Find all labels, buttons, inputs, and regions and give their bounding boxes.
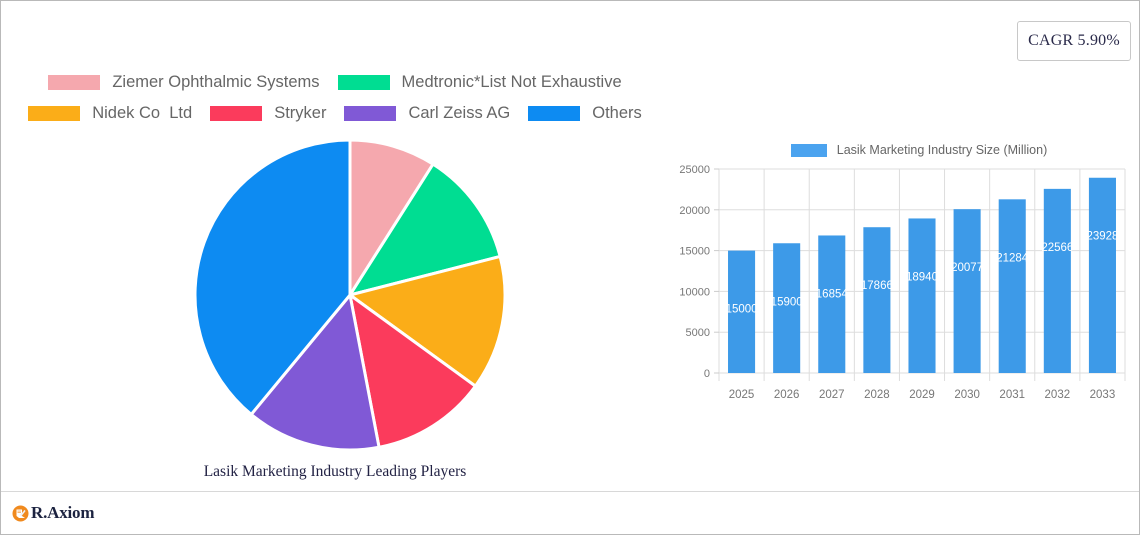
bar-y-axis: 0 5000 10000 15000 20000 25000 [679,164,719,380]
legend-item-medtronic[interactable]: Medtronic*List Not Exhaustive [337,73,622,92]
bar[interactable] [953,209,981,373]
pie-chart-title: Lasik Marketing Industry Leading Players [203,463,467,480]
y-tick-label: 0 [704,368,710,380]
bar[interactable] [728,250,756,373]
pie-slice[interactable] [193,138,352,417]
bar[interactable] [998,199,1026,373]
bar[interactable] [1043,188,1071,373]
bar-chart[interactable]: 0 5000 10000 15000 20000 25000 15000 15900 1685… [673,161,1135,411]
legend-item-others[interactable]: Others [528,104,642,123]
legend-item-ziemer[interactable]: Ziemer Ophthalmic Systems [48,73,320,92]
x-tick-label: 2029 [909,389,935,401]
bar-data-label: 21284 [996,252,1029,264]
bar-chart-panel: Lasik Marketing Industry Size (Million) … [673,139,1135,411]
x-tick-label: 2026 [774,389,800,401]
legend-label-ziemer: Ziemer Ophthalmic Systems [112,73,320,91]
pie-legend-row-2: Nidek Co Ltd Stryker Carl Zeiss AG Other… [1,98,669,129]
bar-data-label: 23928 [1086,231,1118,243]
y-tick-label: 5000 [686,327,710,339]
brand-logo[interactable]: R.Axiom [12,503,94,523]
bar-data-label: 20077 [951,262,983,274]
y-tick-label: 20000 [679,205,710,217]
pie-slice[interactable] [249,291,381,452]
bar[interactable] [863,227,891,373]
pie-slice[interactable] [346,254,507,389]
brand-logo-text: R.Axiom [31,503,95,522]
pie-plot-area [1,129,669,459]
footer-bar: R.Axiom [1,491,1139,534]
legend-item-stryker[interactable]: Stryker [210,104,326,123]
x-tick-label: 2025 [729,389,755,401]
bar[interactable] [1088,177,1116,373]
legend-swatch-carl-zeiss [344,106,397,121]
legend-label-carl-zeiss: Carl Zeiss AG [408,104,511,122]
legend-swatch-others [528,106,581,121]
y-tick-label: 10000 [679,286,710,298]
cagr-badge: CAGR 5.90% [1017,21,1131,61]
bar-series[interactable] [728,177,1116,373]
x-tick-label: 2030 [954,389,980,401]
pie-slice[interactable] [346,162,502,298]
bar[interactable] [818,235,846,373]
bar-data-label: 15900 [771,296,803,308]
legend-label-medtronic: Medtronic*List Not Exhaustive [401,73,622,91]
bar[interactable] [908,218,936,373]
pie-chart[interactable] [190,135,510,455]
x-tick-label: 2031 [999,389,1025,401]
bar-data-label: 18940 [906,271,938,283]
bar-data-label: 17866 [861,280,893,292]
x-tick-label: 2028 [864,389,890,401]
bar-legend-label: Lasik Marketing Industry Size (Million) [836,143,1048,157]
pie-chart-panel: Ziemer Ophthalmic Systems Medtronic*List… [1,59,669,489]
cagr-value: CAGR 5.90% [1028,32,1120,49]
pie-slice[interactable] [348,138,436,301]
bar-data-label: 22566 [1041,242,1073,254]
bar-data-label: 15000 [726,304,758,316]
y-tick-label: 15000 [679,246,710,258]
legend-swatch-ziemer [48,75,101,90]
bar-data-label: 16854 [816,288,849,300]
legend-label-nidek: Nidek Co Ltd [92,104,193,122]
bar-legend[interactable]: Lasik Marketing Industry Size (Million) [703,139,1135,161]
legend-label-others: Others [592,104,642,122]
document-pencil-icon [12,505,29,521]
legend-item-nidek[interactable]: Nidek Co Ltd [28,104,192,123]
y-tick-label: 25000 [679,164,710,176]
legend-swatch-medtronic [337,75,390,90]
x-tick-label: 2032 [1045,389,1071,401]
legend-label-stryker: Stryker [274,104,327,122]
bar-legend-swatch [790,143,827,157]
bar[interactable] [773,243,801,373]
pie-legend-row-1: Ziemer Ophthalmic Systems Medtronic*List… [1,67,669,98]
x-tick-label: 2033 [1090,389,1116,401]
pie-slice[interactable] [347,291,478,450]
bar-x-axis: 2025 2026 2027 2028 2029 2030 2031 2032 2033 [729,389,1115,401]
legend-swatch-stryker [210,106,263,121]
x-tick-label: 2027 [819,389,845,401]
legend-swatch-nidek [28,106,81,121]
bar-data-labels: 15000 15900 16854 17866 18940 20077 21284 22566… [726,231,1119,316]
legend-item-carl-zeiss[interactable]: Carl Zeiss AG [344,104,510,123]
pie-legend: Ziemer Ophthalmic Systems Medtronic*List… [1,59,669,129]
